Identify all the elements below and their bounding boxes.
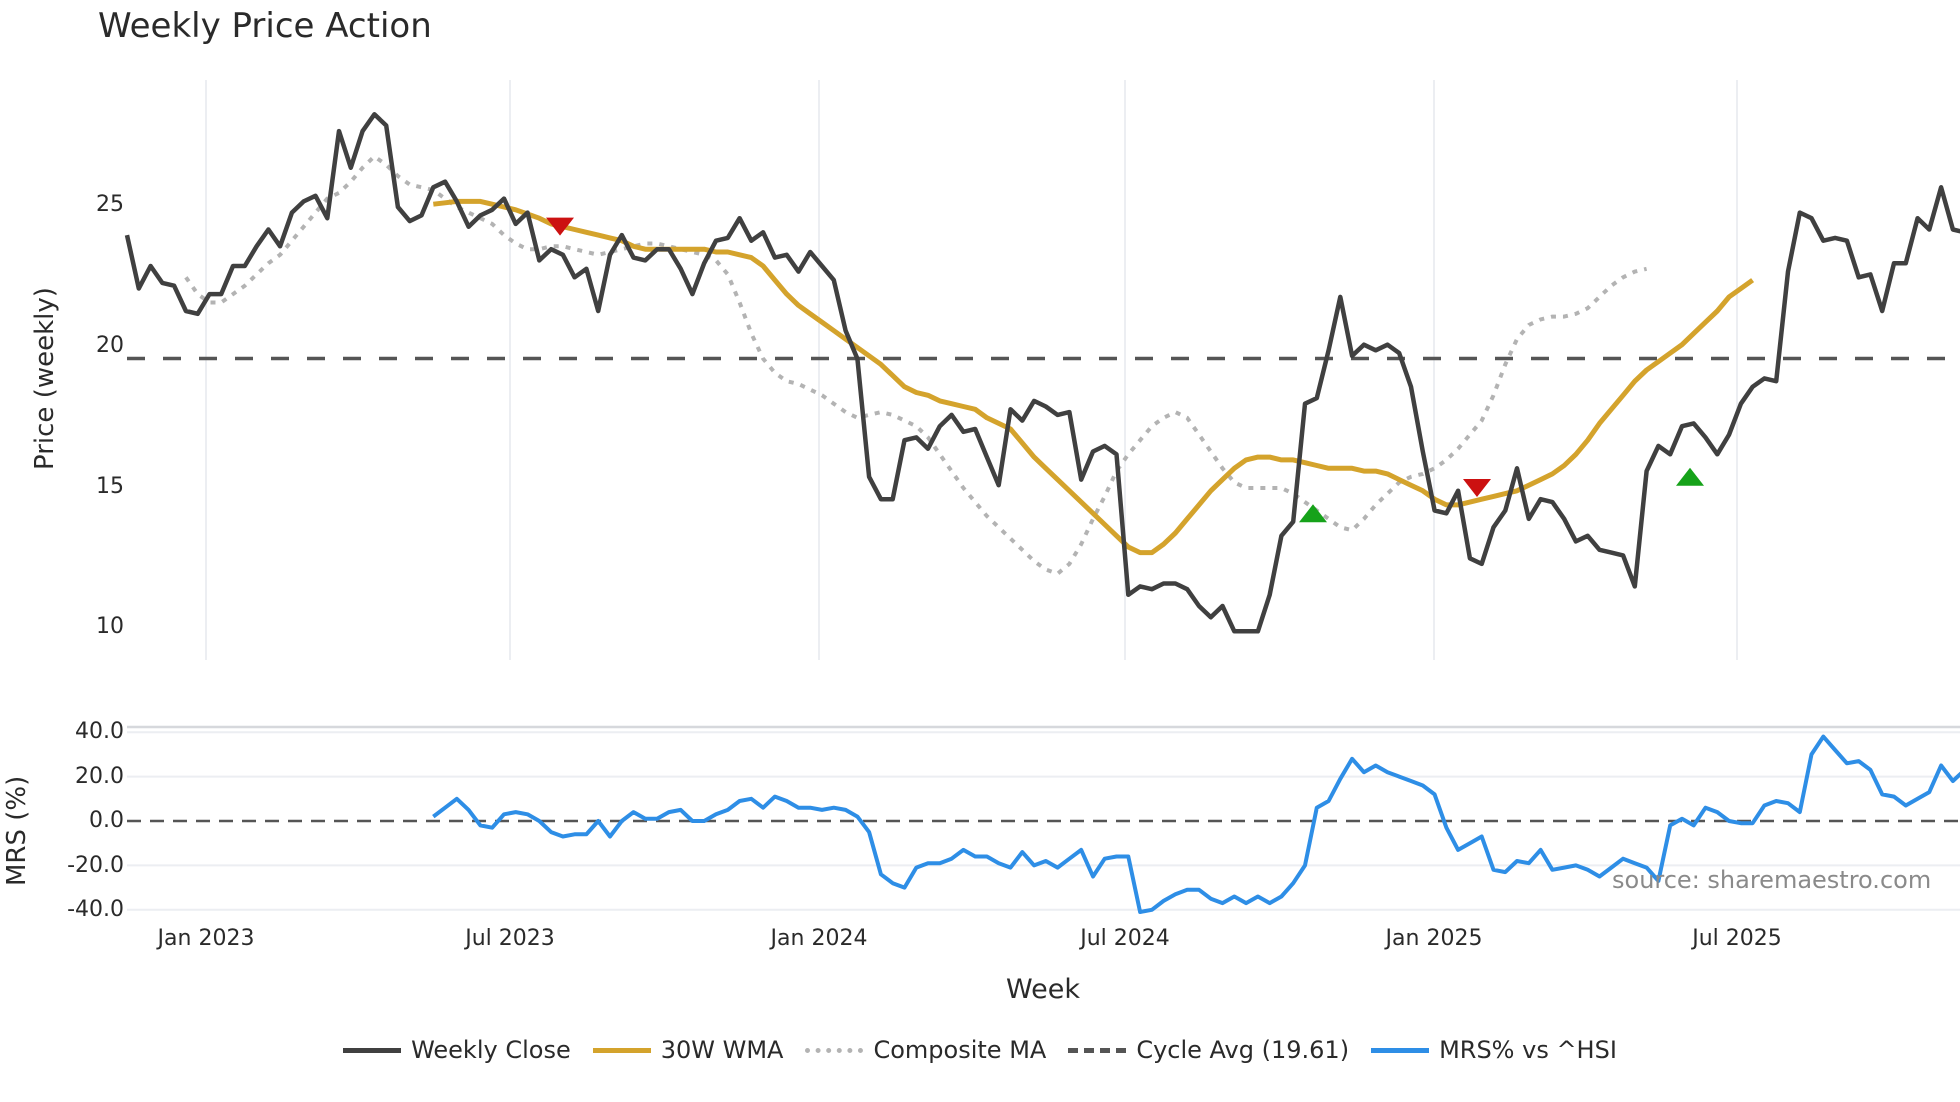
- mrs-tick-neg40: -40.0: [67, 897, 124, 922]
- chart-title: Weekly Price Action: [98, 6, 432, 46]
- x-tick-jul-2024: Jul 2024: [1080, 926, 1170, 951]
- mrs-y-axis-label: MRS (%): [2, 775, 32, 886]
- price-tick-25: 25: [96, 192, 124, 217]
- mrs-tick-0: 0.0: [89, 808, 124, 833]
- mrs-tick-20: 20.0: [75, 764, 124, 789]
- x-tick-jul-2025: Jul 2025: [1692, 926, 1782, 951]
- legend-swatch-composite-ma: [805, 1047, 864, 1053]
- price-tick-20: 20: [96, 333, 124, 358]
- legend-swatch-cycle-avg: [1068, 1047, 1127, 1053]
- x-tick-jan-2024: Jan 2024: [770, 926, 868, 951]
- gridlines: [127, 80, 1960, 911]
- x-tick-jul-2023: Jul 2023: [465, 926, 555, 951]
- legend-label: 30W WMA: [660, 1036, 784, 1064]
- legend-label: Composite MA: [873, 1036, 1047, 1064]
- legend-item-mrs[interactable]: MRS% vs ^HSI: [1371, 1036, 1617, 1064]
- legend: Weekly Close 30W WMA Composite MA Cycle …: [0, 1036, 1960, 1064]
- legend-swatch-weekly-close: [343, 1047, 402, 1053]
- signal-markers: [546, 217, 1704, 523]
- legend-item-30w-wma[interactable]: 30W WMA: [592, 1036, 784, 1064]
- x-tick-jan-2025: Jan 2025: [1385, 926, 1483, 951]
- price-tick-10: 10: [96, 614, 124, 639]
- source-note: source: sharemaestro.com: [1612, 866, 1932, 894]
- mrs-panel: [432, 734, 1960, 914]
- mrs-tick-40: 40.0: [75, 719, 124, 744]
- legend-swatch-mrs: [1371, 1047, 1430, 1053]
- x-tick-jan-2023: Jan 2023: [157, 926, 255, 951]
- legend-label: Weekly Close: [411, 1036, 571, 1064]
- price-y-axis-label: Price (weekly): [30, 287, 60, 470]
- price-tick-15: 15: [96, 474, 124, 499]
- mrs-tick-neg20: -20.0: [67, 853, 124, 878]
- price-panel: [124, 112, 1960, 634]
- legend-item-weekly-close[interactable]: Weekly Close: [343, 1036, 571, 1064]
- legend-item-cycle-avg[interactable]: Cycle Avg (19.61): [1068, 1036, 1349, 1064]
- legend-item-composite-ma[interactable]: Composite MA: [805, 1036, 1046, 1064]
- legend-swatch-30w-wma: [592, 1047, 651, 1053]
- legend-label: Cycle Avg (19.61): [1136, 1036, 1350, 1064]
- legend-label: MRS% vs ^HSI: [1439, 1036, 1617, 1064]
- x-axis-label: Week: [1006, 974, 1080, 1005]
